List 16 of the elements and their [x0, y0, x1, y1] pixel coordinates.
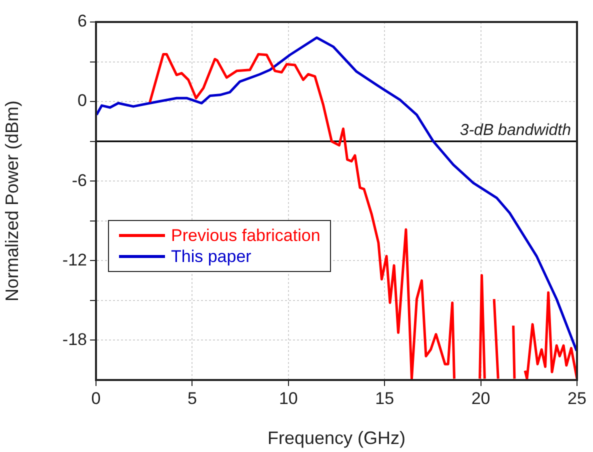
x-tick-label: 0	[91, 388, 101, 408]
x-axis-title: Frequency (GHz)	[267, 428, 406, 448]
x-tick-label: 20	[471, 388, 490, 408]
ref-line-label: 3-dB bandwidth	[460, 122, 572, 139]
x-tick-label: 5	[187, 388, 197, 408]
y-tick-label: 6	[78, 12, 87, 31]
y-tick-label: -6	[72, 170, 87, 190]
y-tick-label: -18	[62, 330, 87, 349]
x-tick-label: 10	[278, 388, 298, 408]
y-tick-label: 0	[78, 91, 87, 110]
legend-label: This paper	[171, 246, 252, 267]
x-tick-label: 25	[568, 388, 586, 408]
y-tick-label: -12	[62, 250, 87, 270]
legend-label: Previous fabrication	[171, 225, 320, 246]
x-tick-label: 15	[375, 388, 394, 408]
y-axis-title: Normalized Power (dBm)	[2, 100, 22, 302]
